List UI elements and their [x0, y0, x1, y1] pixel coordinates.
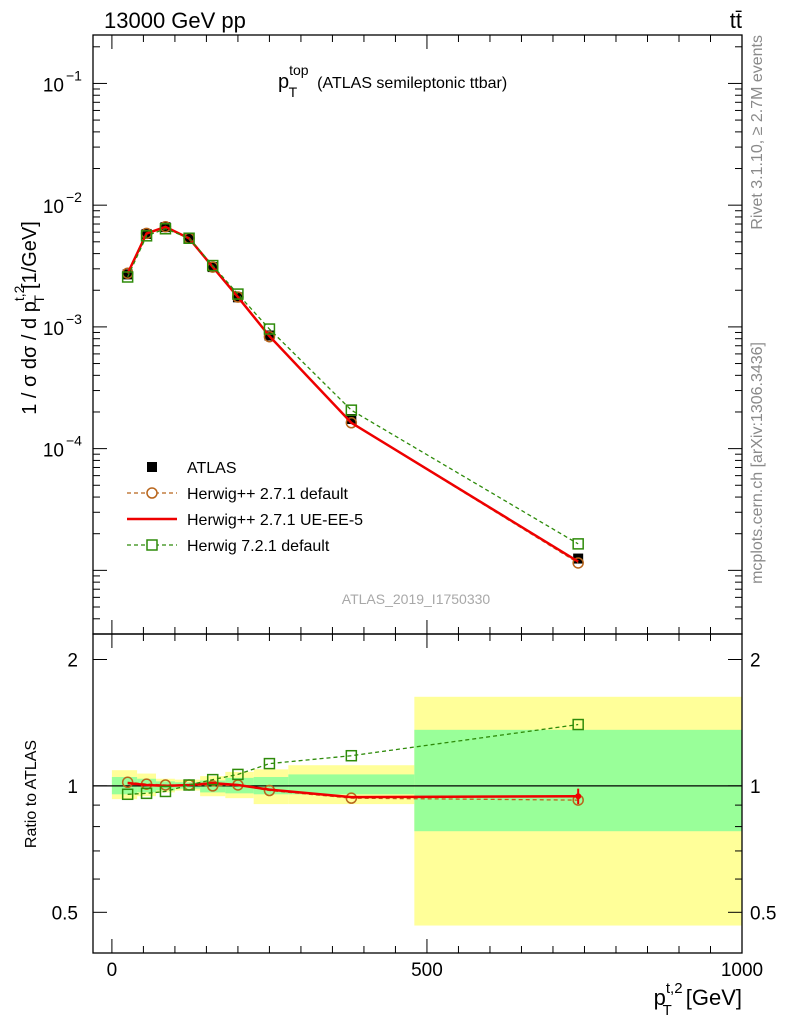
y-label-sub: T [31, 295, 47, 304]
data-point-herwig-7-2-1-default [263, 323, 276, 335]
series-line-herwig-7-2-1-default [127, 228, 579, 545]
ratio-uncertainty-bands [111, 696, 742, 926]
ratio-band-green [414, 729, 742, 832]
main-y-tick-label: 10 [43, 75, 64, 96]
legend-marker-herwig-2-7-1-default [146, 487, 158, 499]
tick-label-base: 10 [43, 441, 64, 462]
data-point-herwig-7-2-1-default [345, 404, 358, 416]
legend-marker-atlas [147, 462, 157, 472]
legend-label-herwig-2-7-1-default: Herwig++ 2.7.1 default [187, 486, 349, 503]
ratio-point-herwig-7-2-1-default [159, 785, 172, 798]
ratio-tick-labels: 0.5 0.5 1 1 2 2 0 500 1000 [52, 650, 777, 981]
legend-label-atlas: ATLAS [187, 460, 237, 477]
ratio-point-herwig-2-7-1-ue-ee-5 [575, 793, 582, 800]
x-label-sub: T [663, 1002, 672, 1019]
x-label-unit: [GeV] [686, 985, 742, 1010]
ratio-point-herwig-7-2-1-default [345, 749, 358, 762]
header-right-label: tt̄ [730, 8, 742, 33]
legend: ATLAS Herwig++ 2.7.1 default Herwig++ 2.7.… [127, 460, 363, 555]
ratio-point-herwig-7-2-1-default [140, 787, 153, 800]
main-axis-ticks [93, 35, 743, 635]
x-tick-label: 1000 [721, 960, 763, 981]
ratio-point-herwig-7-2-1-default [232, 768, 244, 781]
main-y-tick-labels: 10−110−210−310−4 [43, 67, 82, 461]
data-point-herwig-2-7-1-default [572, 557, 584, 569]
main-y-tick-label: 10 [43, 197, 64, 218]
ratio-point-herwig-7-2-1-default [183, 779, 195, 791]
x-axis-label: pt,2 T [GeV] [654, 980, 742, 1019]
ratio-series [121, 718, 584, 806]
mcplots-source-label: mcplots.cern.ch [arXiv:1306.3436] [749, 342, 766, 584]
ratio-y-tick-label-left: 2 [67, 650, 78, 671]
data-point-herwig-7-2-1-default [121, 271, 134, 283]
data-point-herwig-7-2-1-default [183, 232, 195, 244]
ratio-y-tick-label-right: 0.5 [750, 903, 776, 924]
x-tick-label: 500 [411, 960, 443, 981]
ratio-line-herwig-7-2-1-default [127, 723, 579, 795]
y-label-unit: [1/GeV] [19, 221, 41, 289]
data-point-atlas [346, 414, 357, 425]
data-point-herwig-7-2-1-default [159, 223, 172, 235]
data-point-herwig-2-7-1-default [345, 417, 358, 429]
data-point-atlas [122, 269, 133, 280]
ratio-point-herwig-7-2-1-default [263, 757, 276, 770]
data-point-herwig-7-2-1-default [232, 288, 244, 300]
tick-label-base: 10 [43, 319, 64, 340]
main-series [121, 220, 584, 569]
header-left-label: 13000 GeV pp [104, 8, 246, 33]
main-panel: 10−110−210−310−4 ptop T (ATLAS semileptoni… [11, 34, 743, 635]
data-point-herwig-7-2-1-default [206, 259, 219, 272]
ratio-point-herwig-7-2-1-default [206, 773, 219, 786]
tick-label-base: 10 [43, 197, 64, 218]
legend-label-herwig-7-2-1-default: Herwig 7.2.1 default [187, 538, 330, 555]
analysis-watermark: ATLAS_2019_I1750330 [342, 591, 491, 607]
plot-title-base: p [278, 71, 289, 93]
data-point-herwig-2-7-1-default [263, 330, 276, 343]
plot-title-sup: top [289, 62, 309, 78]
x-label-sup: t,2 [666, 980, 683, 997]
ratio-frame [92, 633, 743, 954]
x-label-base: p [654, 985, 666, 1010]
main-y-tick-label: 10 [43, 441, 64, 462]
main-y-tick-label-exponent: −2 [66, 189, 82, 205]
main-y-tick-label-exponent: −3 [66, 311, 82, 327]
ratio-point-herwig-2-7-1-default [121, 776, 134, 789]
main-y-tick-label-exponent: −4 [66, 433, 82, 449]
rivet-version-label: Rivet 3.1.10, ≥ 2.7M events [749, 35, 766, 230]
plot-title: ptop T (ATLAS semileptonic ttbar) [278, 62, 507, 100]
plot-title-rest: (ATLAS semileptonic ttbar) [317, 75, 507, 92]
legend-label-herwig-2-7-1-ue-ee-5: Herwig++ 2.7.1 UE-EE-5 [187, 512, 363, 529]
main-y-tick-label: 10 [43, 319, 64, 340]
ratio-y-axis-label: Ratio to ATLAS [23, 740, 40, 848]
ratio-line-herwig-2-7-1-ue-ee-5 [127, 781, 579, 799]
ratio-point-herwig-2-7-1-default [206, 780, 219, 792]
ratio-point-herwig-7-2-1-default [121, 788, 134, 801]
ratio-y-tick-label-left: 1 [67, 777, 78, 798]
y-label-prefix: 1 / σ dσ / d p [19, 301, 41, 415]
series-line-herwig-2-7-1-ue-ee-5 [126, 225, 579, 563]
data-point-herwig-7-2-1-default [572, 538, 584, 550]
ratio-y-tick-label-right: 1 [750, 777, 761, 798]
ratio-band-green [288, 774, 415, 795]
ratio-y-tick-label-right: 2 [750, 650, 761, 671]
tick-label-base: 10 [43, 75, 64, 96]
main-y-tick-label-exponent: −1 [66, 67, 82, 83]
main-y-axis-label: 1 / σ dσ / d pt,2 T [1/GeV] [11, 221, 47, 415]
legend-marker-herwig-7-2-1-default [146, 539, 158, 551]
plot-title-sub: T [289, 84, 298, 100]
ratio-panel: 0.5 0.5 1 1 2 2 0 500 1000 Ratio to ATLAS pt,2 T [… [23, 633, 777, 1019]
ratio-axis-ticks [93, 634, 743, 953]
ratio-y-tick-label-left: 0.5 [52, 903, 78, 924]
y-label-sup: t,2 [11, 285, 27, 301]
data-point-herwig-7-2-1-default [140, 230, 153, 242]
x-tick-label: 0 [107, 960, 118, 981]
ratio-point-herwig-7-2-1-default [572, 718, 584, 731]
